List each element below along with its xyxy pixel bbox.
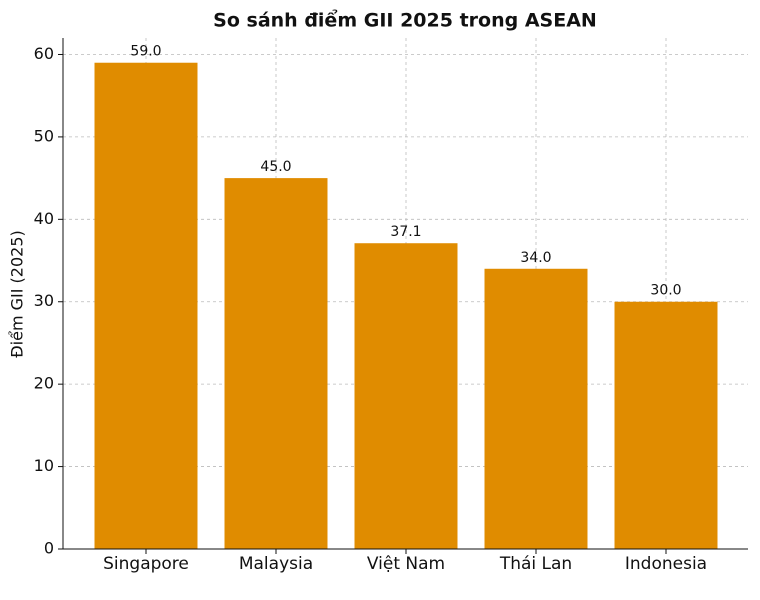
value-label: 59.0 bbox=[130, 44, 161, 60]
x-tick-label: Thái Lan bbox=[499, 554, 572, 574]
bar bbox=[614, 301, 718, 549]
x-tick-label: Singapore bbox=[103, 554, 189, 574]
x-tick-label: Indonesia bbox=[625, 554, 707, 574]
x-tick-label: Việt Nam bbox=[367, 554, 445, 574]
value-label: 34.0 bbox=[520, 250, 551, 266]
x-tick-label: Malaysia bbox=[239, 554, 313, 574]
y-axis-label: Điểm GII (2025) bbox=[8, 230, 27, 357]
value-label: 30.0 bbox=[650, 283, 681, 299]
y-tick-label: 60 bbox=[34, 44, 54, 63]
bar bbox=[354, 243, 458, 550]
value-label: 37.1 bbox=[390, 224, 421, 240]
bar bbox=[224, 178, 328, 549]
y-tick-label: 30 bbox=[34, 291, 54, 310]
bar bbox=[484, 268, 588, 549]
value-label: 45.0 bbox=[260, 159, 291, 175]
y-tick-label: 50 bbox=[34, 126, 54, 145]
bar bbox=[94, 62, 198, 550]
y-tick-label: 10 bbox=[34, 456, 54, 475]
y-tick-label: 40 bbox=[34, 209, 54, 228]
chart-title: So sánh điểm GII 2025 trong ASEAN bbox=[213, 9, 597, 32]
y-tick-label: 0 bbox=[44, 539, 54, 558]
y-tick-label: 20 bbox=[34, 374, 54, 393]
